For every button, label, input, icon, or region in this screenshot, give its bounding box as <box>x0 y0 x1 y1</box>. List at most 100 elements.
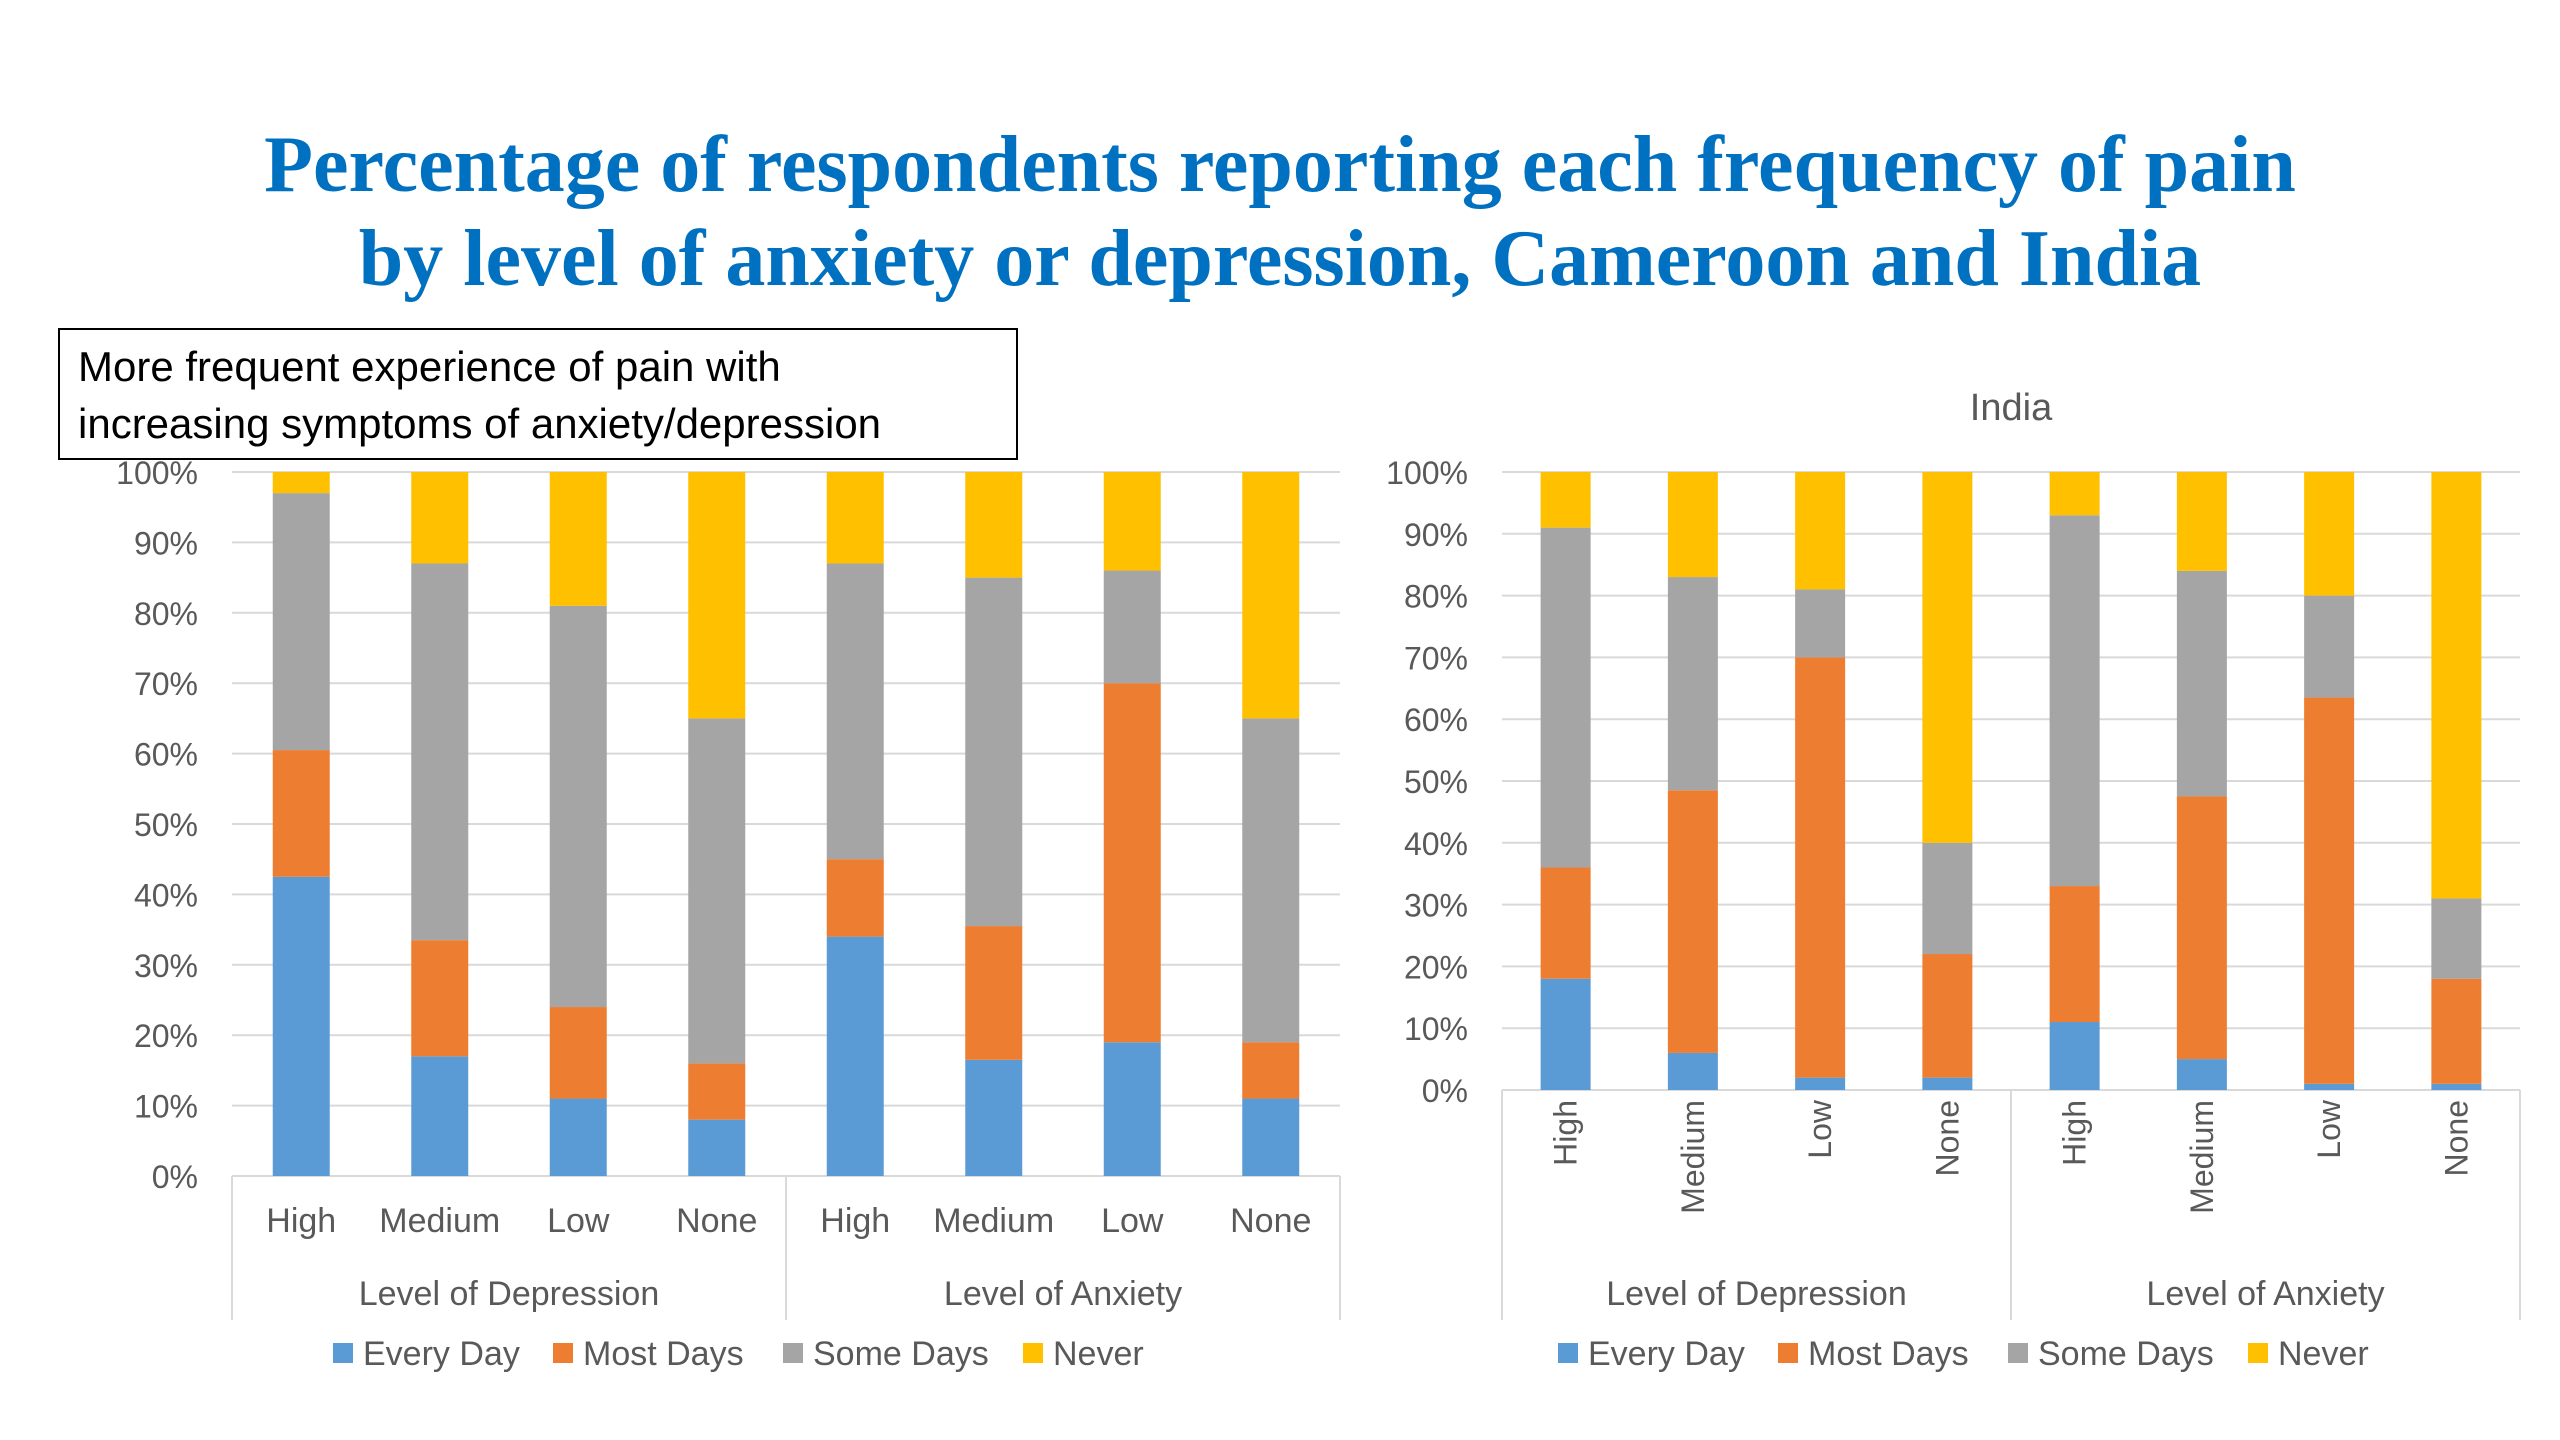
bar-segment <box>1103 683 1161 1043</box>
bar-segment <box>2304 697 2355 1084</box>
callout-box: More frequent experience of pain with in… <box>58 328 1018 460</box>
bar-segment <box>1242 1042 1300 1099</box>
bar-segment <box>272 493 330 751</box>
y-tick-label: 40% <box>134 877 198 913</box>
bar-segment <box>1667 577 1718 791</box>
group-label: Level of Anxiety <box>2146 1275 2384 1313</box>
category-label: None <box>2438 1100 2474 1177</box>
bar-segment <box>2304 595 2355 698</box>
bar-segment <box>965 472 1023 578</box>
y-tick-label: 90% <box>1404 517 1468 553</box>
bar-segment <box>1540 978 1591 1090</box>
bar-segment <box>2176 796 2227 1060</box>
legend-swatch <box>1558 1343 1578 1363</box>
bar-segment <box>272 876 330 1176</box>
bar-segment <box>549 472 607 606</box>
bar-segment <box>1667 472 1718 578</box>
category-label: Low <box>547 1202 610 1240</box>
category-label: None <box>1230 1202 1311 1240</box>
category-label: None <box>676 1202 757 1240</box>
bar-segment <box>1922 954 1973 1078</box>
legend-label: Every Day <box>1588 1335 1745 1373</box>
y-tick-label: 20% <box>1404 949 1468 985</box>
bar-segment <box>2049 1022 2100 1090</box>
category-label: Low <box>2311 1099 2347 1159</box>
bar-segment <box>2049 886 2100 1023</box>
legend-swatch <box>783 1343 803 1363</box>
bar-segment <box>2431 1083 2482 1090</box>
bar-segment <box>688 718 746 1064</box>
bar-segment <box>1242 472 1300 719</box>
bar-segment <box>2304 472 2355 596</box>
bar-segment <box>2176 570 2227 797</box>
legend-swatch <box>1778 1343 1798 1363</box>
slide-title-line-1: Percentage of respondents reporting each… <box>264 121 2296 209</box>
bar-segment <box>1922 1077 1973 1090</box>
bar-segment <box>2304 1083 2355 1090</box>
y-tick-label: 0% <box>152 1159 198 1195</box>
category-label: Medium <box>1675 1100 1711 1214</box>
category-label: Medium <box>379 1202 500 1240</box>
bar-segment <box>272 750 330 877</box>
category-label: High <box>2057 1100 2093 1166</box>
bar-segment <box>2431 898 2482 979</box>
bar-segment <box>1795 657 1846 1078</box>
group-label: Level of Depression <box>359 1275 660 1313</box>
y-tick-label: 50% <box>134 807 198 843</box>
bar-segment <box>1242 1098 1300 1176</box>
slide-title: Percentage of respondents reporting each… <box>0 118 2560 306</box>
bar-segment <box>1242 718 1300 1043</box>
bar-segment <box>549 1007 607 1099</box>
legend-label: Every Day <box>363 1335 520 1373</box>
bar-segment <box>1540 867 1591 979</box>
bar-segment <box>1667 790 1718 1053</box>
y-tick-label: 10% <box>1404 1011 1468 1047</box>
bar-segment <box>965 577 1023 927</box>
legend: Every Day Most Days Some Days Never <box>1558 1335 2369 1373</box>
bar-segment <box>1667 1052 1718 1090</box>
group-label: Level of Depression <box>1606 1275 1907 1313</box>
bar-segment <box>826 563 884 860</box>
bar-segment <box>1922 472 1973 843</box>
y-tick-label: 90% <box>134 525 198 561</box>
bar-segment <box>2431 472 2482 899</box>
y-tick-label: 60% <box>134 737 198 773</box>
bar-segment <box>549 605 607 1008</box>
category-label: Low <box>1101 1202 1164 1240</box>
y-tick-label: 100% <box>1386 455 1468 491</box>
bar-segment <box>411 472 469 564</box>
category-label: High <box>820 1202 890 1240</box>
category-label: Medium <box>933 1202 1054 1240</box>
bar-segment <box>2431 978 2482 1084</box>
bar-segment <box>826 859 884 937</box>
legend-label: Most Days <box>1808 1335 1969 1373</box>
y-tick-label: 20% <box>134 1018 198 1054</box>
bar-segment <box>411 563 469 941</box>
bar-segment <box>688 472 746 719</box>
bar-segment <box>826 472 884 564</box>
bar-segment <box>2049 515 2100 887</box>
y-tick-label: 30% <box>134 948 198 984</box>
group-label: Level of Anxiety <box>944 1275 1182 1313</box>
y-tick-label: 100% <box>116 455 198 491</box>
bar-segment <box>2049 472 2100 516</box>
legend-swatch <box>333 1343 353 1363</box>
bar-segment <box>1540 472 1591 528</box>
y-tick-label: 0% <box>1422 1073 1468 1109</box>
y-tick-label: 70% <box>134 666 198 702</box>
bar-segment <box>411 940 469 1057</box>
bar-segment <box>272 472 330 494</box>
legend-label: Some Days <box>2038 1335 2214 1373</box>
bar-segment <box>1103 570 1161 684</box>
bar-segment <box>1795 1077 1846 1090</box>
bar-segment <box>549 1098 607 1176</box>
legend-swatch <box>2248 1343 2268 1363</box>
bar-segment <box>688 1119 746 1176</box>
bar-segment <box>826 936 884 1176</box>
legend-swatch <box>2008 1343 2028 1363</box>
legend-label: Never <box>1053 1335 1144 1373</box>
category-label: High <box>266 1202 336 1240</box>
bar-segment <box>1795 589 1846 658</box>
category-label: High <box>1548 1100 1584 1166</box>
